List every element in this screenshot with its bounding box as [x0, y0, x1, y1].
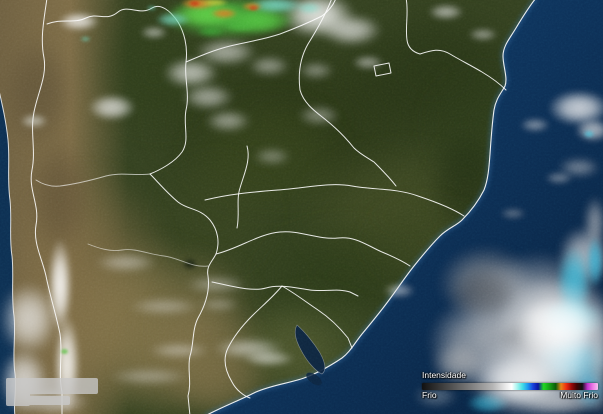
- storm-cloud: [586, 236, 603, 288]
- legend-gradient-bar: [422, 382, 598, 390]
- watermark-logo: [6, 378, 100, 407]
- watermark-logo-bar-bottom: [6, 396, 70, 405]
- legend-label-frio: Frio: [422, 389, 437, 400]
- legend-label-muito-frio: Muito Frio: [560, 389, 598, 400]
- legend-title: Intensidade: [422, 370, 466, 380]
- intensity-legend: Intensidade Frio Muito Frio: [422, 370, 598, 401]
